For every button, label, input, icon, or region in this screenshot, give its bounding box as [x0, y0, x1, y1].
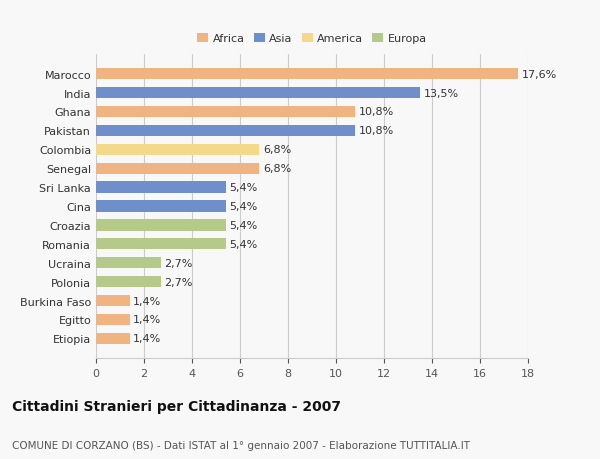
Text: 10,8%: 10,8%	[359, 126, 394, 136]
Bar	[96, 106, 355, 118]
Bar	[96, 295, 130, 307]
Text: 5,4%: 5,4%	[229, 239, 257, 249]
Bar	[96, 69, 518, 80]
Legend: Africa, Asia, America, Europa: Africa, Asia, America, Europa	[195, 32, 429, 46]
Text: Cittadini Stranieri per Cittadinanza - 2007: Cittadini Stranieri per Cittadinanza - 2…	[12, 399, 341, 413]
Text: 5,4%: 5,4%	[229, 220, 257, 230]
Text: 13,5%: 13,5%	[424, 89, 459, 98]
Text: 1,4%: 1,4%	[133, 296, 161, 306]
Bar	[96, 125, 355, 137]
Text: 17,6%: 17,6%	[522, 69, 557, 79]
Text: 2,7%: 2,7%	[164, 258, 193, 268]
Bar	[96, 333, 130, 344]
Bar	[96, 182, 226, 193]
Bar	[96, 163, 259, 174]
Bar	[96, 201, 226, 212]
Bar	[96, 220, 226, 231]
Bar	[96, 144, 259, 156]
Bar	[96, 257, 161, 269]
Text: 2,7%: 2,7%	[164, 277, 193, 287]
Text: 1,4%: 1,4%	[133, 334, 161, 344]
Text: 6,8%: 6,8%	[263, 145, 291, 155]
Bar	[96, 88, 420, 99]
Bar	[96, 314, 130, 325]
Text: COMUNE DI CORZANO (BS) - Dati ISTAT al 1° gennaio 2007 - Elaborazione TUTTITALIA: COMUNE DI CORZANO (BS) - Dati ISTAT al 1…	[12, 440, 470, 450]
Text: 5,4%: 5,4%	[229, 202, 257, 212]
Text: 6,8%: 6,8%	[263, 164, 291, 174]
Bar	[96, 276, 161, 288]
Bar	[96, 239, 226, 250]
Text: 5,4%: 5,4%	[229, 183, 257, 193]
Text: 10,8%: 10,8%	[359, 107, 394, 117]
Text: 1,4%: 1,4%	[133, 315, 161, 325]
